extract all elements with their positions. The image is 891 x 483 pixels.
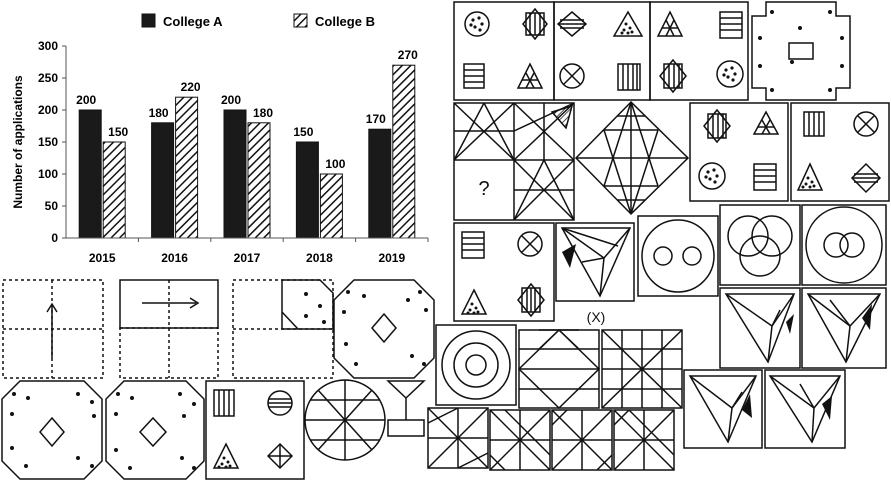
- chart-legend: College A College B: [141, 13, 375, 29]
- x-tick-label: 2015: [89, 251, 116, 265]
- x-tick-label: 2018: [306, 251, 333, 265]
- y-tick-label: 50: [45, 199, 59, 213]
- octagon-figure-2: [1, 380, 103, 480]
- star-grid-figure: [601, 329, 683, 409]
- symbol-box-2: [556, 10, 644, 91]
- option-square-1: [427, 407, 489, 469]
- y-axis-label: Number of applications: [11, 75, 25, 209]
- data-label: 200: [221, 93, 241, 107]
- paper-fold-step-2: [119, 279, 219, 379]
- x-axis-ticks: 2015 2016 2017 2018 2019: [89, 238, 429, 265]
- circle-overlap-figure: [801, 204, 887, 286]
- bar-chart: College A College B Number of application…: [11, 13, 429, 265]
- data-label: 220: [181, 80, 201, 94]
- triangle-web-answer-4: [764, 369, 846, 449]
- data-label: 180: [149, 106, 169, 120]
- option-square-3: [551, 409, 613, 471]
- data-label: 170: [366, 112, 386, 126]
- triangle-web-answer-2: [801, 287, 887, 369]
- funnel-figure: [386, 380, 426, 437]
- paper-fold-step-1: [2, 279, 104, 379]
- y-tick-label: 300: [38, 39, 58, 53]
- octagon-figure-3: [105, 380, 205, 480]
- x-tick-label: 2019: [378, 251, 405, 265]
- diamond-figure: [574, 100, 690, 216]
- concentric-circles-figure: [435, 324, 517, 406]
- diamond-grid-figure: [517, 328, 601, 410]
- triangle-web-figure-x: [555, 222, 635, 302]
- y-tick-label: 250: [38, 71, 58, 85]
- paper-fold-step-3: [232, 279, 334, 379]
- circle-two-dots-figure: [637, 215, 719, 297]
- y-tick-label: 150: [38, 135, 58, 149]
- symbol-box-3: [656, 10, 744, 94]
- data-label: 270: [398, 48, 418, 62]
- symbol-box-1: [463, 7, 548, 89]
- symbol-box-4: [453, 222, 555, 322]
- option-square-4: [613, 409, 675, 471]
- fold-arrow-up: [46, 302, 58, 358]
- data-label: 150: [108, 125, 128, 139]
- venn-three-figure: [719, 204, 801, 286]
- y-tick-label: 100: [38, 167, 58, 181]
- chart-bars: 200 150 180 220 200 180 150 100 170 270: [76, 48, 418, 239]
- question-mark: ?: [478, 178, 489, 200]
- x-tick-label: 2017: [234, 251, 261, 265]
- option-square-2: [489, 409, 551, 471]
- legend-swatch: [293, 13, 308, 28]
- legend-label: College B: [315, 14, 375, 29]
- triangle-web-answer-1: [719, 287, 801, 369]
- triangle-web-answer-3: [683, 369, 763, 449]
- pattern-grid-question: [453, 102, 575, 221]
- y-axis-ticks: 0 50 100 150 200 250 300: [38, 39, 66, 245]
- y-tick-label: 0: [51, 231, 58, 245]
- striped-circle-figure: [304, 379, 386, 461]
- data-label: 180: [253, 106, 273, 120]
- octagon-figure-1: [333, 279, 435, 379]
- data-label: 100: [325, 157, 345, 171]
- symbol-series-boxes: [453, 1, 749, 101]
- x-tick-label: 2016: [161, 251, 188, 265]
- data-label: 200: [76, 93, 96, 107]
- legend-label: College A: [163, 14, 223, 29]
- data-label: 150: [293, 125, 313, 139]
- legend-swatch: [141, 13, 156, 28]
- y-tick-label: 200: [38, 103, 58, 117]
- notched-square-figure: [751, 1, 851, 101]
- symbol-answer-boxes: [689, 102, 890, 202]
- x-figure-label: (X): [587, 309, 606, 325]
